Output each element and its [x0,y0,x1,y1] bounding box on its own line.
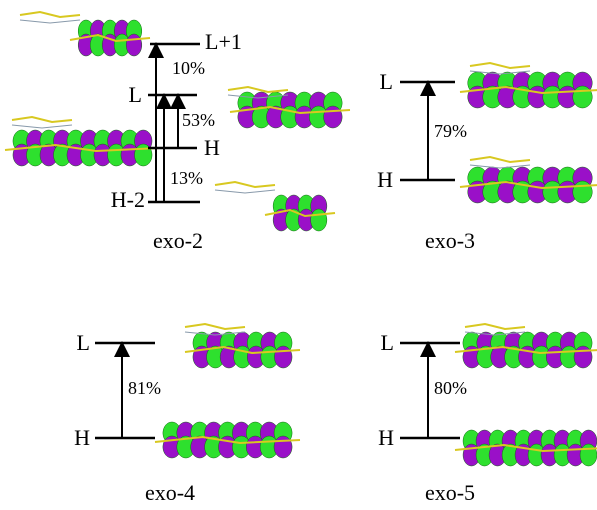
orbital-shape [215,182,275,187]
level-label: H-2 [111,187,145,212]
orbital-shape [274,346,292,368]
panel-caption: exo-3 [425,228,475,253]
level-label: L [129,82,142,107]
orbital-shape [465,324,525,329]
transition-label: 13% [170,168,203,188]
orbital-shape [274,436,292,458]
level-label: H [74,425,90,450]
orbital-shape [311,209,327,231]
orbital-shape [470,157,530,162]
orbital-shape [324,106,343,128]
level-label: L+1 [205,29,242,54]
orbital-shape [215,190,275,193]
transition-label: 80% [434,378,467,398]
orbital-shape [573,86,593,108]
orbital-shape [126,34,142,56]
panel-caption: exo-5 [425,480,475,505]
orbital-shape [12,125,72,128]
level-label: L [77,330,90,355]
orbital-shape [580,444,597,466]
panel-caption: exo-4 [145,480,195,505]
orbital-shape [470,63,530,68]
transition-label: 10% [172,58,205,78]
orbital-shape [228,87,288,92]
orbital-shape [574,346,592,368]
orbital-shape [185,324,245,329]
level-label: L [380,69,393,94]
orbital-shape [20,20,80,23]
figure: L+1 L H H-2 10% 53% 13% exo-2 L H 79% ex… [0,0,597,510]
orbital-shape [12,117,72,122]
level-label: H [204,135,220,160]
panel-caption: exo-2 [153,228,203,253]
orbital-shape [573,181,593,203]
transition-label: 79% [434,121,467,141]
orbital-shape [20,12,80,17]
level-label: H [377,167,393,192]
transition-label: 81% [128,378,161,398]
page: L+1 L H H-2 10% 53% 13% exo-2 L H 79% ex… [0,0,597,510]
transition-label: 53% [182,110,215,130]
orbitals [5,12,597,466]
level-label: L [381,330,394,355]
level-label: H [378,425,394,450]
